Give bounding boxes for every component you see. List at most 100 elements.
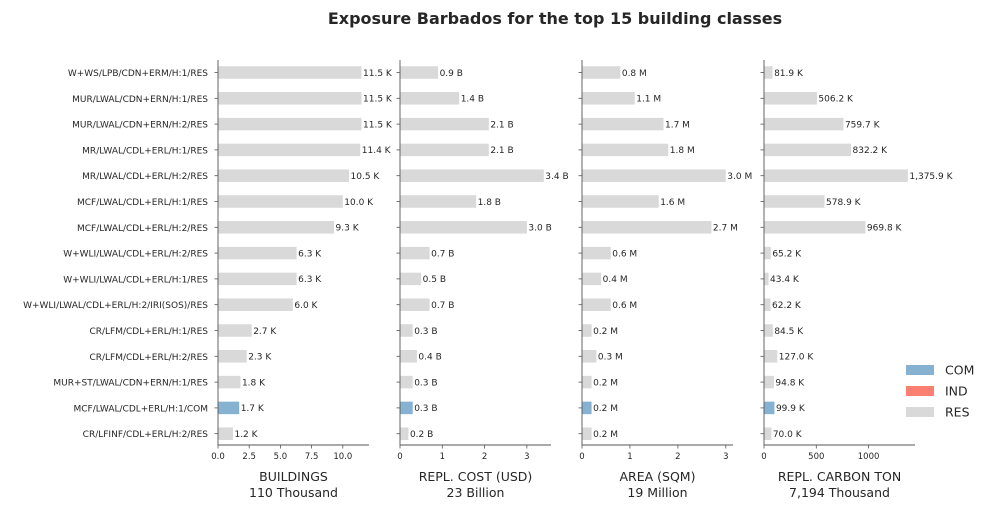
legend-item-res: RES <box>906 405 970 420</box>
bar <box>218 350 247 363</box>
data-label: 2.7 K <box>253 327 277 337</box>
bar <box>218 66 362 79</box>
x-axis-total: 110 Thousand <box>249 485 338 500</box>
bar <box>400 298 430 311</box>
category-label: MUR/LWAL/CDN+ERN/H:1/RES <box>72 95 208 105</box>
bar <box>582 298 611 311</box>
data-label: 0.8 M <box>622 69 647 79</box>
bar <box>400 66 439 79</box>
bar <box>218 401 240 415</box>
x-tick-label: 0 <box>397 452 402 462</box>
data-label: 3.4 B <box>545 172 568 182</box>
bar <box>400 375 413 389</box>
data-label: 81.9 K <box>774 69 804 79</box>
data-label: 11.4 K <box>362 146 392 156</box>
bar <box>400 246 430 260</box>
category-label: MCF/LWAL/CDL+ERL/H:1/RES <box>77 198 208 208</box>
panels: 11.5 K 11.5 K 11.5 K 11.4 K 10.5 K 10.0 K 9.3 … <box>211 60 954 500</box>
data-label: 10.0 K <box>344 198 374 208</box>
bar <box>582 117 664 131</box>
data-label: 10.5 K <box>351 172 381 182</box>
legend-swatch <box>906 365 934 375</box>
data-label: 0.4 B <box>418 353 441 363</box>
x-tick-label: 500 <box>808 452 824 462</box>
chart-title: Exposure Barbados for the top 15 buildin… <box>328 9 782 28</box>
data-label: 0.7 B <box>431 249 454 259</box>
bar <box>582 350 597 363</box>
bar <box>218 272 297 286</box>
bar <box>218 427 233 440</box>
x-tick-label: 0.0 <box>211 452 225 462</box>
data-label: 0.3 B <box>414 404 437 414</box>
data-label: 0.3 M <box>598 353 623 363</box>
bar <box>400 427 409 440</box>
data-label: 2.3 K <box>248 353 272 363</box>
bar <box>218 143 361 157</box>
data-label: 6.3 K <box>298 275 322 285</box>
data-label: 0.3 B <box>414 327 437 337</box>
bar <box>400 324 413 337</box>
data-label: 0.7 B <box>431 301 454 311</box>
x-tick-label: 0 <box>579 452 584 462</box>
data-label: 62.2 K <box>772 301 802 311</box>
x-axis-label: BUILDINGS <box>259 469 328 484</box>
x-tick-label: 2 <box>675 452 680 462</box>
data-label: 506.2 K <box>818 95 854 105</box>
data-label: 0.2 M <box>593 378 618 388</box>
data-label: 2.1 B <box>490 146 513 156</box>
bar <box>582 401 592 415</box>
bar <box>582 246 611 260</box>
data-label: 43.4 K <box>770 275 800 285</box>
data-label: 70.0 K <box>773 430 803 440</box>
data-label: 84.5 K <box>774 327 804 337</box>
data-label: 578.9 K <box>826 198 862 208</box>
bar <box>218 195 343 208</box>
data-label: 1.7 K <box>241 404 265 414</box>
data-label: 1.4 B <box>461 95 484 105</box>
bar <box>218 298 293 311</box>
legend-item-ind: IND <box>906 384 968 399</box>
category-label: CR/LFINF/CDL+ERL/H:2/RES <box>83 430 209 440</box>
data-label: 65.2 K <box>772 249 802 259</box>
bar <box>764 350 778 363</box>
legend: COM IND RES <box>906 363 974 420</box>
bar <box>764 221 866 234</box>
data-label: 1.8 K <box>242 378 266 388</box>
data-label: 6.0 K <box>294 301 318 311</box>
data-label: 0.6 M <box>612 301 637 311</box>
category-label: CR/LFM/CDL+ERL/H:2/RES <box>89 353 208 363</box>
x-tick-label: 3 <box>723 452 728 462</box>
bar <box>582 221 712 234</box>
data-label: 11.5 K <box>363 69 393 79</box>
data-label: 0.9 B <box>440 69 463 79</box>
bar <box>764 169 908 182</box>
bar <box>400 221 527 234</box>
data-label: 0.2 M <box>593 327 618 337</box>
bar <box>218 92 362 105</box>
data-label: 9.3 K <box>336 224 360 234</box>
data-label: 11.5 K <box>363 95 393 105</box>
data-label: 0.4 M <box>603 275 628 285</box>
category-label: MR/LWAL/CDL+ERL/H:2/RES <box>82 172 208 182</box>
bar <box>764 92 817 105</box>
bar <box>764 272 769 286</box>
legend-swatch <box>906 407 934 417</box>
data-label: 2.1 B <box>490 120 513 130</box>
data-label: 1.7 M <box>665 120 690 130</box>
category-labels: W+WS/LPB/CDN+ERM/H:1/RES MUR/LWAL/CDN+ERN… <box>23 69 208 440</box>
bar <box>764 143 852 157</box>
category-label: W+WLI/LWAL/CDL+ERL/H:1/RES <box>63 275 208 285</box>
bar <box>218 117 362 131</box>
category-label: W+WS/LPB/CDN+ERM/H:1/RES <box>68 69 208 79</box>
bar <box>218 246 297 260</box>
data-label: 3.0 B <box>528 224 551 234</box>
bar <box>400 143 489 157</box>
category-label: W+WLI/LWAL/CDL+ERL/H:2/IRI(SOS)/RES <box>23 301 208 311</box>
data-label: 759.7 K <box>845 120 881 130</box>
bar <box>582 375 592 389</box>
x-tick-label: 0 <box>761 452 766 462</box>
data-label: 1.8 B <box>478 198 501 208</box>
x-axis-label: REPL. COST (USD) <box>419 469 533 484</box>
bar <box>400 117 489 131</box>
